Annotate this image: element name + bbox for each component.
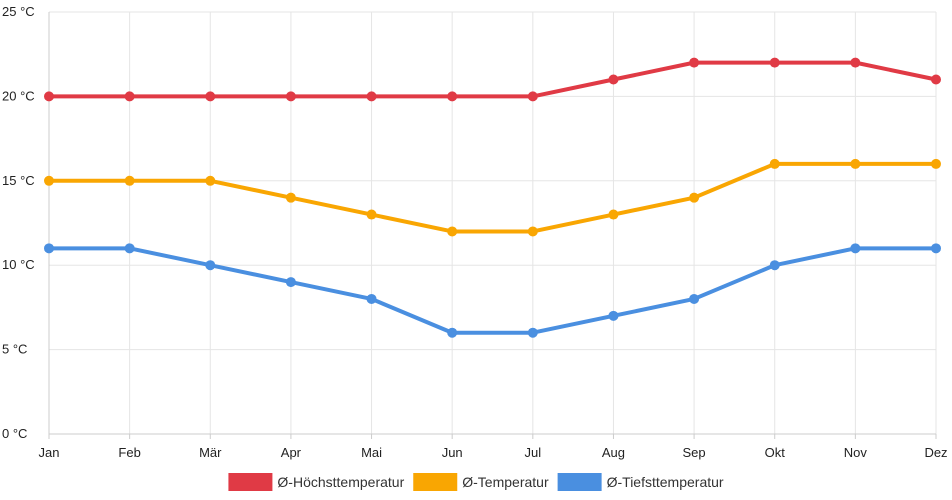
grid: [48, 11, 937, 435]
data-point[interactable]: [689, 192, 700, 203]
legend-swatch: [228, 473, 273, 491]
data-point[interactable]: [205, 91, 216, 102]
data-point[interactable]: [205, 175, 216, 186]
data-point[interactable]: [689, 293, 700, 304]
y-tick-label: 10 °C: [2, 257, 35, 272]
legend-item-3[interactable]: Ø-Tiefsttemperatur: [557, 473, 724, 491]
x-tick-label: Jun: [442, 445, 463, 460]
legend: Ø-Höchsttemperatur Ø-Temperatur Ø-Tiefstte…: [228, 473, 724, 491]
data-point[interactable]: [608, 310, 619, 321]
data-point[interactable]: [850, 158, 861, 169]
data-point[interactable]: [44, 91, 54, 102]
data-point[interactable]: [366, 91, 377, 102]
x-tick-label: Okt: [765, 445, 786, 460]
data-point[interactable]: [608, 74, 619, 85]
axes: 0 °C 5 °C 10 °C 15 °C 20 °C 25 °C Jan Feb Mär Apr…: [2, 4, 948, 460]
data-point[interactable]: [769, 57, 780, 68]
data-point[interactable]: [124, 243, 135, 254]
series-line: [47, 246, 938, 335]
data-point[interactable]: [769, 260, 780, 271]
x-tick-label: Jan: [39, 445, 60, 460]
data-point[interactable]: [366, 209, 377, 220]
series-line: [47, 161, 938, 234]
y-tick-label: 0 °C: [2, 426, 27, 441]
x-tick-label: Aug: [602, 445, 625, 460]
x-tick-label: Apr: [281, 445, 302, 460]
data-point[interactable]: [850, 243, 861, 254]
legend-label: Ø-Tiefsttemperatur: [607, 474, 724, 490]
legend-item-2[interactable]: Ø-Temperatur: [413, 473, 549, 491]
data-point[interactable]: [769, 158, 780, 169]
data-point[interactable]: [366, 293, 377, 304]
legend-item-1[interactable]: Ø-Höchsttemperatur: [228, 473, 405, 491]
data-point[interactable]: [205, 260, 216, 271]
data-point[interactable]: [931, 74, 941, 85]
data-point[interactable]: [931, 158, 941, 169]
x-tick-label: Sep: [683, 445, 706, 460]
series-lines: [44, 57, 941, 338]
y-tick-label: 15 °C: [2, 173, 35, 188]
legend-swatch: [413, 473, 458, 491]
x-tick-label: Mär: [199, 445, 222, 460]
data-point[interactable]: [447, 226, 458, 237]
data-point[interactable]: [447, 91, 458, 102]
series-1: [44, 57, 941, 102]
data-point[interactable]: [44, 175, 54, 186]
data-point[interactable]: [689, 57, 700, 68]
y-tick-label: 20 °C: [2, 88, 35, 103]
data-point[interactable]: [285, 277, 296, 288]
data-point[interactable]: [608, 209, 619, 220]
data-point[interactable]: [527, 226, 538, 237]
data-point[interactable]: [447, 327, 458, 338]
legend-label: Ø-Temperatur: [462, 474, 549, 490]
legend-label: Ø-Höchsttemperatur: [277, 474, 404, 490]
x-tick-label: Nov: [844, 445, 868, 460]
legend-swatch: [557, 473, 602, 491]
data-point[interactable]: [124, 175, 135, 186]
data-point[interactable]: [527, 91, 538, 102]
data-point[interactable]: [527, 327, 538, 338]
x-tick-label: Dez: [924, 445, 947, 460]
data-point[interactable]: [285, 192, 296, 203]
data-point[interactable]: [931, 243, 941, 254]
series-3: [44, 243, 941, 338]
x-tick-label: Jul: [525, 445, 542, 460]
series-2: [44, 158, 941, 237]
y-tick-label: 25 °C: [2, 4, 35, 19]
data-point[interactable]: [124, 91, 135, 102]
data-point[interactable]: [44, 243, 54, 254]
y-tick-label: 5 °C: [2, 342, 27, 357]
x-tick-label: Feb: [118, 445, 140, 460]
series-line: [47, 60, 938, 99]
data-point[interactable]: [850, 57, 861, 68]
x-tick-label: Mai: [361, 445, 382, 460]
data-point[interactable]: [285, 91, 296, 102]
